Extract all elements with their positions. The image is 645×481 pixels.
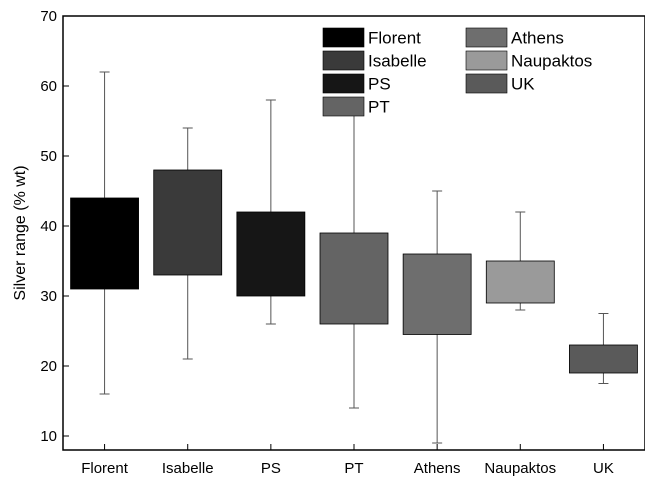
box-rect [402, 253, 472, 335]
y-tick-label: 50 [40, 148, 57, 165]
box-uk [569, 313, 638, 384]
legend-item-florent: Florent [322, 27, 421, 48]
box-athens [402, 190, 472, 444]
box-rect [70, 197, 139, 290]
box-naupaktos [485, 211, 555, 311]
box-rect [153, 169, 223, 276]
legend-item-naupaktos: Naupaktos [465, 50, 592, 71]
legend-swatch [322, 96, 365, 117]
x-tick-label: Athens [414, 460, 461, 477]
legend-swatch [465, 27, 508, 48]
y-tick-label: 30 [40, 288, 57, 305]
box-florent [70, 71, 139, 395]
box-ps [236, 99, 306, 325]
box-rect [236, 211, 306, 297]
legend-item-isabelle: Isabelle [322, 50, 427, 71]
x-tick-label: Naupaktos [484, 460, 556, 477]
legend-swatch [322, 50, 365, 71]
legend-label: PT [368, 98, 390, 117]
box-rect [569, 344, 638, 374]
box-rect [319, 232, 389, 325]
legend-item-uk: UK [465, 73, 535, 94]
legend-label: Florent [368, 29, 421, 48]
box-isabelle [153, 127, 223, 360]
legend-swatch [322, 73, 365, 94]
x-tick-label: Isabelle [162, 460, 214, 477]
legend-swatch [322, 27, 365, 48]
y-tick-label: 40 [40, 218, 57, 235]
legend-swatch [465, 73, 508, 94]
legend-item-pt: PT [322, 96, 390, 117]
box-rect [485, 260, 555, 304]
legend-item-athens: Athens [465, 27, 564, 48]
y-tick-label: 10 [40, 428, 57, 445]
legend-swatch [465, 50, 508, 71]
legend-label: Isabelle [368, 52, 427, 71]
y-axis-title: Silver range (% wt) [12, 165, 29, 300]
legend-label: PS [368, 75, 391, 94]
legend-label: UK [511, 75, 535, 94]
legend-item-ps: PS [322, 73, 391, 94]
boxes-layer [70, 71, 638, 444]
y-tick-label: 20 [40, 358, 57, 375]
legend-label: Athens [511, 29, 564, 48]
y-axis: 10 20 30 40 50 60 70 [40, 8, 69, 445]
y-tick-label: 60 [40, 78, 57, 95]
x-tick-label: Florent [81, 460, 129, 477]
legend-label: Naupaktos [511, 52, 592, 71]
x-tick-label: UK [593, 460, 614, 477]
box-pt [319, 99, 389, 409]
x-tick-label: PS [261, 460, 281, 477]
y-tick-label: 70 [40, 8, 57, 25]
x-tick-label: PT [344, 460, 363, 477]
legend: Florent Isabelle PS PT Athens Naupaktos UK [322, 27, 592, 117]
x-axis: Florent Isabelle PS PT Athens Naupaktos UK [81, 444, 614, 477]
